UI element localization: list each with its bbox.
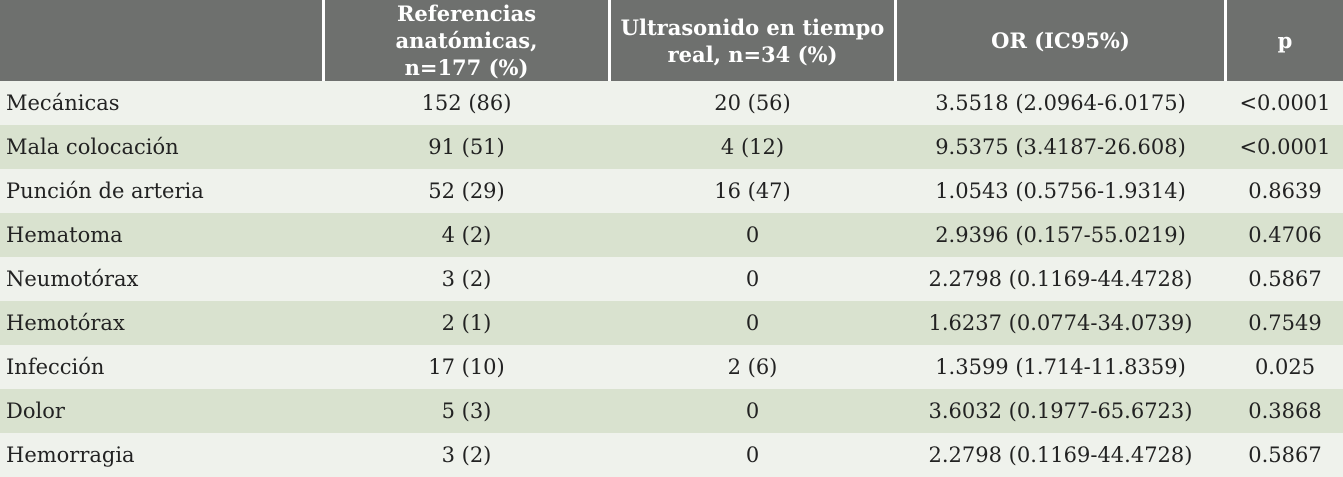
cell-anatomical: 4 (2)	[322, 213, 608, 257]
cell-p-value: 0.8639	[1224, 169, 1343, 213]
header-p-value: p	[1224, 0, 1343, 81]
header-ultrasound-line2: real, n=34 (%)	[667, 41, 838, 67]
cell-odds-ratio: 1.0543 (0.5756-1.9314)	[894, 169, 1224, 213]
cell-ultrasound: 20 (56)	[608, 81, 894, 125]
cell-odds-ratio: 1.6237 (0.0774-34.0739)	[894, 301, 1224, 345]
header-row: Referencias anatómicas, n=177 (%) Ultras…	[0, 0, 1343, 81]
cell-ultrasound: 4 (12)	[608, 125, 894, 169]
cell-p-value: 0.3868	[1224, 389, 1343, 433]
row-label: Mecánicas	[0, 81, 322, 125]
table-body: Mecánicas 152 (86) 20 (56) 3.5518 (2.0964-6…	[0, 81, 1343, 477]
header-realtime-ultrasound: Ultrasonido en tiempo real, n=34 (%)	[608, 0, 894, 81]
row-label: Neumotórax	[0, 257, 322, 301]
cell-ultrasound: 0	[608, 301, 894, 345]
cell-odds-ratio: 1.3599 (1.714-11.8359)	[894, 345, 1224, 389]
cell-ultrasound: 16 (47)	[608, 169, 894, 213]
cell-ultrasound: 0	[608, 213, 894, 257]
cell-p-value: <0.0001	[1224, 125, 1343, 169]
cell-ultrasound: 0	[608, 433, 894, 477]
table-row: Dolor 5 (3) 0 3.6032 (0.1977-65.6723) 0.3868	[0, 389, 1343, 433]
header-anatomical-line2: n=177 (%)	[404, 55, 529, 80]
cell-p-value: 0.7549	[1224, 301, 1343, 345]
table-row: Punción de arteria 52 (29) 16 (47) 1.0543 (…	[0, 169, 1343, 213]
row-label: Dolor	[0, 389, 322, 433]
cell-anatomical: 17 (10)	[322, 345, 608, 389]
row-label: Punción de arteria	[0, 169, 322, 213]
cell-p-value: 0.5867	[1224, 433, 1343, 477]
table-row: Hemorragia 3 (2) 0 2.2798 (0.1169-44.4728) 0…	[0, 433, 1343, 477]
row-label: Hemotórax	[0, 301, 322, 345]
cell-ultrasound: 0	[608, 389, 894, 433]
cell-p-value: <0.0001	[1224, 81, 1343, 125]
cell-odds-ratio: 3.6032 (0.1977-65.6723)	[894, 389, 1224, 433]
row-label: Hemorragia	[0, 433, 322, 477]
table-header: Referencias anatómicas, n=177 (%) Ultras…	[0, 0, 1343, 81]
cell-p-value: 0.5867	[1224, 257, 1343, 301]
cell-anatomical: 152 (86)	[322, 81, 608, 125]
cell-ultrasound: 2 (6)	[608, 345, 894, 389]
table-row: Infección 17 (10) 2 (6) 1.3599 (1.714-11.83…	[0, 345, 1343, 389]
row-label: Mala colocación	[0, 125, 322, 169]
table-row: Hemotórax 2 (1) 0 1.6237 (0.0774-34.0739) 0.…	[0, 301, 1343, 345]
cell-odds-ratio: 9.5375 (3.4187-26.608)	[894, 125, 1224, 169]
cell-p-value: 0.4706	[1224, 213, 1343, 257]
header-ultrasound-line1: Ultrasonido en tiempo	[620, 14, 885, 40]
cell-p-value: 0.025	[1224, 345, 1343, 389]
cell-odds-ratio: 2.2798 (0.1169-44.4728)	[894, 257, 1224, 301]
cell-anatomical: 3 (2)	[322, 433, 608, 477]
row-label: Infección	[0, 345, 322, 389]
cell-odds-ratio: 3.5518 (2.0964-6.0175)	[894, 81, 1224, 125]
row-label: Hematoma	[0, 213, 322, 257]
header-anatomical-line1: Referencias anatómicas,	[395, 1, 538, 53]
table-row: Hematoma 4 (2) 0 2.9396 (0.157-55.0219) 0.47…	[0, 213, 1343, 257]
header-empty-cell	[0, 0, 322, 81]
cell-odds-ratio: 2.2798 (0.1169-44.4728)	[894, 433, 1224, 477]
cell-odds-ratio: 2.9396 (0.157-55.0219)	[894, 213, 1224, 257]
cell-anatomical: 2 (1)	[322, 301, 608, 345]
header-odds-ratio: OR (IC95%)	[894, 0, 1224, 81]
cell-anatomical: 52 (29)	[322, 169, 608, 213]
cell-anatomical: 3 (2)	[322, 257, 608, 301]
cell-anatomical: 5 (3)	[322, 389, 608, 433]
table-row: Mala colocación 91 (51) 4 (12) 9.5375 (3.41…	[0, 125, 1343, 169]
header-anatomical-references: Referencias anatómicas, n=177 (%)	[322, 0, 608, 81]
table-row: Neumotórax 3 (2) 0 2.2798 (0.1169-44.4728) 0…	[0, 257, 1343, 301]
cell-ultrasound: 0	[608, 257, 894, 301]
cell-anatomical: 91 (51)	[322, 125, 608, 169]
table-row: Mecánicas 152 (86) 20 (56) 3.5518 (2.0964-6…	[0, 81, 1343, 125]
